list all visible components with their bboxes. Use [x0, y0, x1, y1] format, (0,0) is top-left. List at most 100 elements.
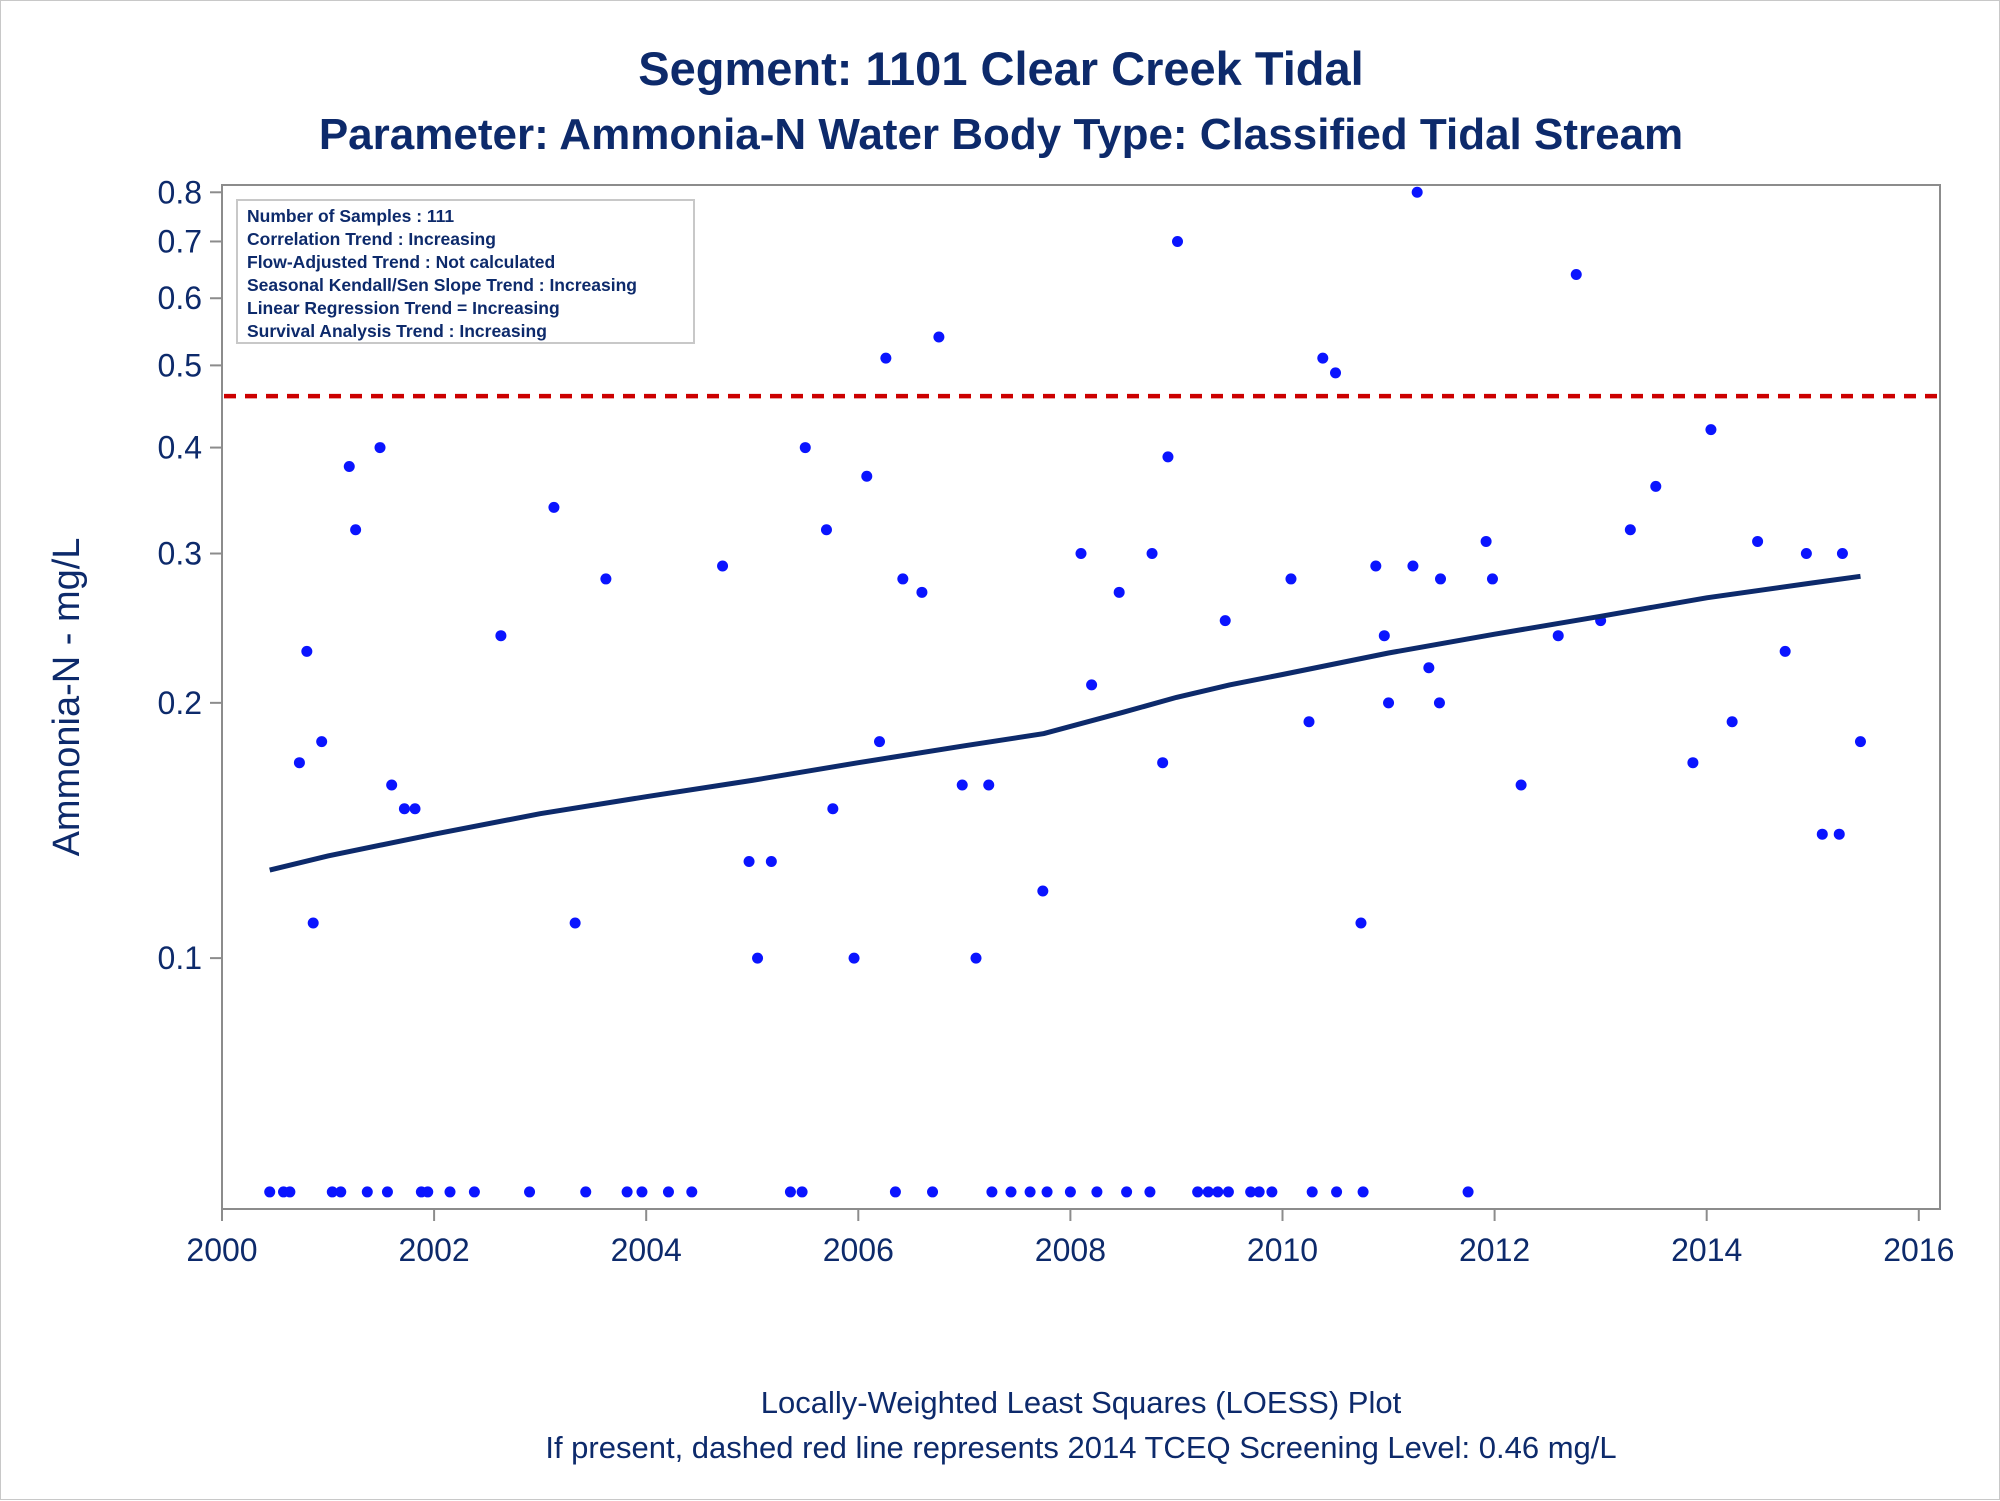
- data-point: [1407, 560, 1419, 572]
- data-point: [1086, 679, 1098, 691]
- legend-entry: Flow-Adjusted Trend : Not calculated: [247, 252, 555, 272]
- data-point: [861, 470, 873, 482]
- data-point: [1357, 1186, 1369, 1198]
- data-point: [1091, 1186, 1103, 1198]
- data-point: [686, 1186, 698, 1198]
- x-tick-label: 2012: [1459, 1232, 1530, 1268]
- data-point: [1833, 828, 1845, 840]
- data-point: [548, 501, 560, 513]
- y-tick-label: 0.6: [158, 280, 202, 316]
- data-point: [1355, 917, 1367, 929]
- data-point: [1816, 828, 1828, 840]
- data-point: [580, 1186, 592, 1198]
- data-point: [1075, 548, 1087, 560]
- y-tick-label: 0.5: [158, 347, 202, 383]
- data-point: [986, 1186, 998, 1198]
- data-point: [717, 560, 729, 572]
- data-point: [1515, 779, 1527, 791]
- data-point: [983, 779, 995, 791]
- trend-legend-box: Number of Samples : 111 Correlation Tren…: [236, 199, 695, 344]
- data-point: [284, 1186, 296, 1198]
- data-point: [409, 803, 421, 815]
- legend-entry: Seasonal Kendall/Sen Slope Trend : Incre…: [247, 275, 637, 295]
- y-tick-label: 0.1: [158, 940, 202, 976]
- data-point: [1041, 1186, 1053, 1198]
- data-point: [1687, 757, 1699, 769]
- data-point: [361, 1186, 373, 1198]
- data-point: [1317, 352, 1329, 364]
- data-point: [1752, 535, 1764, 547]
- footnote-loess: Locally-Weighted Least Squares (LOESS) P…: [761, 1385, 1402, 1420]
- data-point: [796, 1186, 808, 1198]
- data-point: [1800, 548, 1812, 560]
- x-tick-label: 2006: [823, 1232, 894, 1268]
- data-points: [264, 186, 1866, 1198]
- data-point: [1624, 524, 1636, 536]
- data-point: [874, 736, 886, 748]
- data-point: [1113, 586, 1125, 598]
- data-point: [316, 736, 328, 748]
- data-point: [1172, 235, 1184, 247]
- data-point: [1024, 1186, 1036, 1198]
- legend-entry: Number of Samples : 111: [247, 206, 454, 226]
- data-point: [1144, 1186, 1156, 1198]
- data-point: [1157, 757, 1169, 769]
- data-point: [386, 779, 398, 791]
- data-point: [799, 442, 811, 454]
- data-point: [307, 917, 319, 929]
- data-point: [1486, 573, 1498, 585]
- loess-trend-line: [269, 573, 1861, 873]
- data-point: [636, 1186, 648, 1198]
- data-point: [1854, 736, 1866, 748]
- data-point: [1552, 630, 1564, 642]
- x-tick-label: 2004: [611, 1232, 682, 1268]
- data-point: [933, 331, 945, 343]
- data-point: [1411, 186, 1423, 198]
- data-point: [1037, 885, 1049, 897]
- data-point: [1222, 1186, 1234, 1198]
- data-point: [1435, 573, 1447, 585]
- data-point: [970, 952, 982, 964]
- data-point: [444, 1186, 456, 1198]
- data-point: [1064, 1186, 1076, 1198]
- x-tick-label: 2000: [186, 1232, 257, 1268]
- data-point: [495, 630, 507, 642]
- data-point: [1306, 1186, 1318, 1198]
- legend-box-border: [236, 199, 695, 344]
- data-point: [1423, 662, 1435, 674]
- data-point: [743, 855, 755, 867]
- data-point: [1726, 716, 1738, 728]
- footnote-screening-level: If present, dashed red line represents 2…: [545, 1430, 1616, 1465]
- data-point: [1378, 630, 1390, 642]
- y-axis-ticks: 0.1 0.2 0.3 0.4 0.5 0.6 0.7 0.8: [158, 174, 222, 976]
- data-point: [1005, 1186, 1017, 1198]
- y-tick-label: 0.3: [158, 536, 202, 572]
- plot-area: [221, 184, 1941, 1210]
- chart-subtitle: Parameter: Ammonia-N Water Body Type: Cl…: [319, 110, 1683, 159]
- data-point: [1779, 645, 1791, 657]
- data-point: [662, 1186, 674, 1198]
- data-point: [374, 442, 386, 454]
- y-axis-label: Ammonia-N - mg/L: [46, 538, 88, 857]
- data-point: [820, 524, 832, 536]
- data-point: [880, 352, 892, 364]
- data-point: [422, 1186, 434, 1198]
- data-point: [335, 1186, 347, 1198]
- data-point: [1266, 1186, 1278, 1198]
- x-axis-ticks: 2000 2002 2004 2006 2008 2010 2012 2014 2016: [186, 1209, 1954, 1268]
- data-point: [600, 573, 612, 585]
- data-point: [326, 1186, 338, 1198]
- data-point: [1330, 367, 1342, 379]
- data-point: [1705, 424, 1717, 436]
- data-point: [621, 1186, 633, 1198]
- legend-entry: Linear Regression Trend = Increasing: [247, 298, 560, 318]
- data-point: [752, 952, 764, 964]
- data-point: [381, 1186, 393, 1198]
- data-point: [1121, 1186, 1133, 1198]
- data-point: [1253, 1186, 1265, 1198]
- data-point: [765, 855, 777, 867]
- data-point: [569, 917, 581, 929]
- x-tick-label: 2014: [1671, 1232, 1742, 1268]
